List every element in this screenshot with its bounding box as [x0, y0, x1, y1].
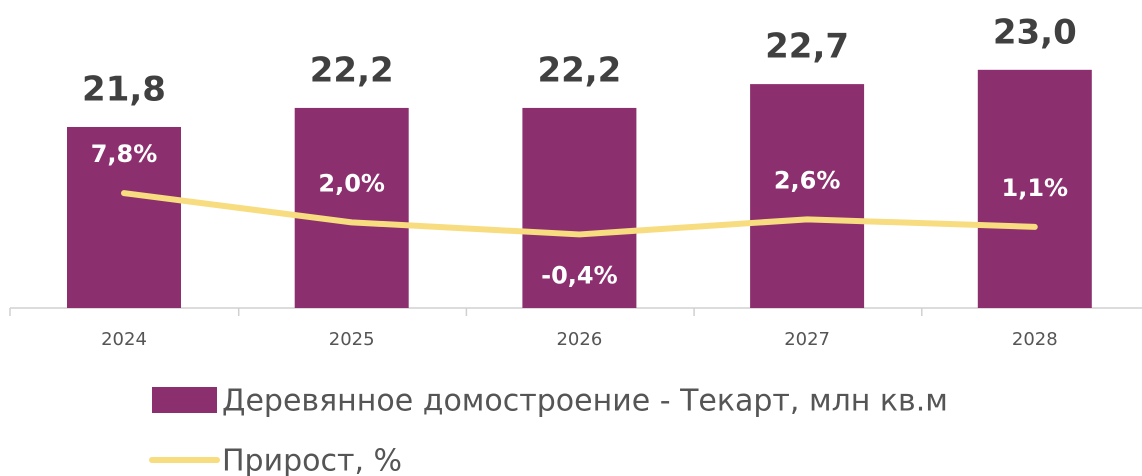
bar-value-label: 22,2 [310, 50, 394, 90]
line-value-label: 2,6% [774, 166, 841, 194]
bar [522, 107, 637, 308]
bar [294, 107, 409, 308]
line-value-label: 1,1% [1002, 174, 1069, 202]
legend-swatch [152, 387, 217, 413]
bar-value-label: 22,7 [765, 27, 849, 67]
bar-value-label: 22,2 [537, 50, 621, 90]
x-tick-label: 2027 [784, 329, 830, 350]
x-tick-label: 2024 [101, 329, 147, 350]
legend-label: Прирост, % [222, 444, 402, 476]
bar [750, 84, 865, 308]
legend-label: Деревянное домостроение - Текарт, млн кв… [222, 384, 948, 419]
x-tick-label: 2026 [556, 329, 602, 350]
x-tick-label: 2025 [329, 329, 375, 350]
bar [977, 69, 1092, 309]
x-tick-label: 2028 [1012, 329, 1058, 350]
line-value-label: 2,0% [318, 169, 385, 197]
line-value-label: -0,4% [541, 261, 618, 289]
line-value-label: 7,8% [91, 140, 158, 168]
bar-value-label: 21,8 [82, 69, 166, 109]
bar [67, 126, 181, 309]
growth-line [121, 190, 1038, 238]
bar-value-label: 23,0 [993, 12, 1077, 52]
